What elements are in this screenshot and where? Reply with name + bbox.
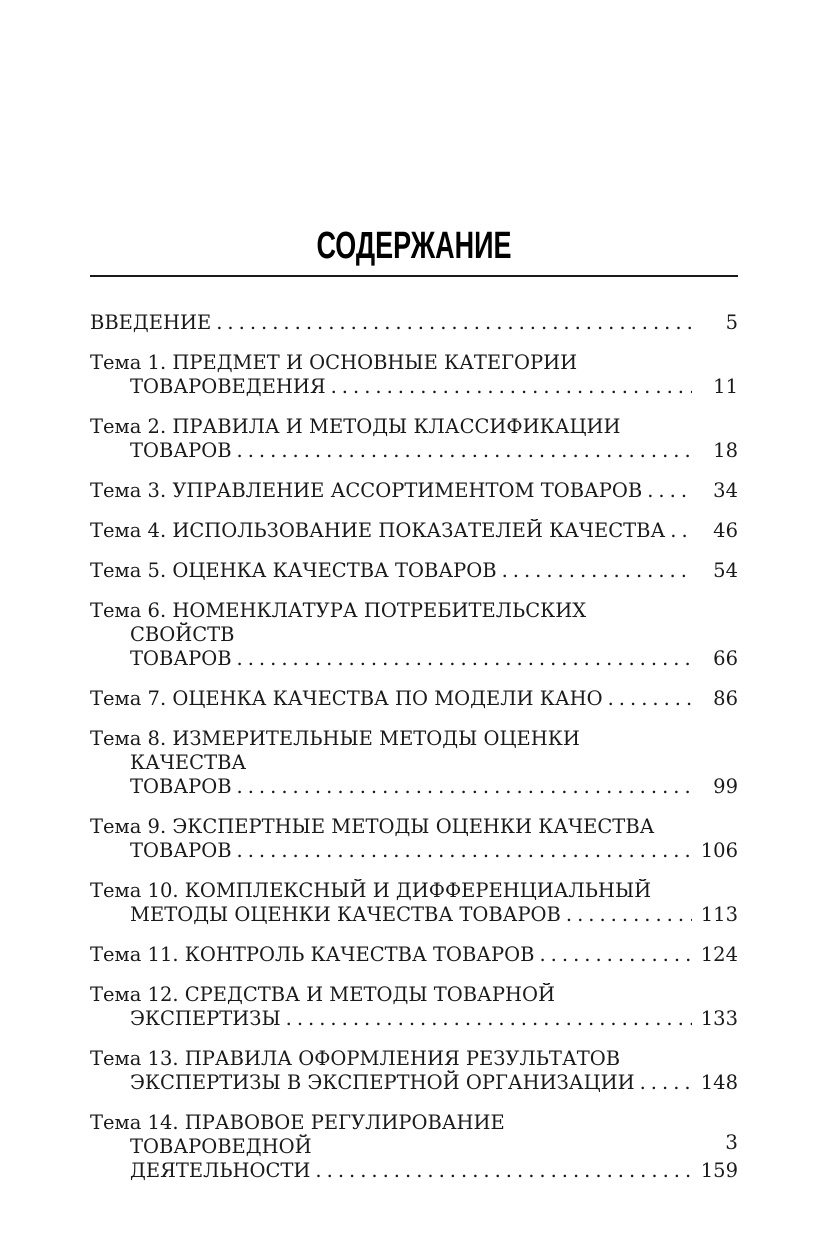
- toc-entry-text: Тема 3. УПРАВЛЕНИЕ АССОРТИМЕНТОМ ТОВАРОВ…: [90, 479, 692, 502]
- toc-entry-text: Тема 14. ПРАВОВОЕ РЕГУЛИРОВАНИЕ ТОВАРОВЕ…: [90, 1111, 692, 1182]
- toc-entry: Тема 6. НОМЕНКЛАТУРА ПОТРЕБИТЕЛЬСКИХ СВО…: [90, 599, 738, 671]
- toc-entry-text: Тема 7. ОЦЕНКА КАЧЕСТВА ПО МОДЕЛИ КАНО..…: [90, 687, 692, 710]
- toc-entry: Тема 12. СРЕДСТВА И МЕТОДЫ ТОВАРНОЙ ЭКСПЕ…: [90, 983, 738, 1031]
- toc-entry: Тема 9. ЭКСПЕРТНЫЕ МЕТОДЫ ОЦЕНКИ КАЧЕСТВ…: [90, 815, 738, 863]
- toc-entry-label: Тема 1. ПРЕДМЕТ И ОСНОВНЫЕ КАТЕГОРИИ ТОВА…: [90, 351, 578, 398]
- toc-entry-page: 106: [700, 839, 738, 862]
- toc-entry-label: Тема 7. ОЦЕНКА КАЧЕСТВА ПО МОДЕЛИ КАНО: [90, 687, 603, 710]
- toc-entry-page: 18: [713, 439, 738, 462]
- toc-entry: Тема 3. УПРАВЛЕНИЕ АССОРТИМЕНТОМ ТОВАРОВ…: [90, 479, 738, 503]
- toc-entry-label: Тема 3. УПРАВЛЕНИЕ АССОРТИМЕНТОМ ТОВАРОВ: [90, 479, 643, 502]
- toc-entry: Тема 2. ПРАВИЛА И МЕТОДЫ КЛАССИФИКАЦИИ ТО…: [90, 415, 738, 463]
- toc-entry-text: Тема 13. ПРАВИЛА ОФОРМЛЕНИЯ РЕЗУЛЬТАТОВ Э…: [90, 1047, 692, 1094]
- toc-entry-label: Тема 13. ПРАВИЛА ОФОРМЛЕНИЯ РЕЗУЛЬТАТОВ Э…: [90, 1047, 635, 1094]
- toc-entry-label: Тема 14. ПРАВОВОЕ РЕГУЛИРОВАНИЕ ТОВАРОВЕ…: [90, 1111, 505, 1182]
- toc-entry-page: 46: [713, 519, 738, 542]
- page-content: СОДЕРЖАНИЕ ВВЕДЕНИЕ.....................…: [0, 226, 828, 1183]
- toc-entry-page: 5: [725, 311, 738, 334]
- toc-entry-label: Тема 8. ИЗМЕРИТЕЛЬНЫЕ МЕТОДЫ ОЦЕНКИ КАЧЕ…: [90, 727, 580, 798]
- toc-entry: Тема 14. ПРАВОВОЕ РЕГУЛИРОВАНИЕ ТОВАРОВЕ…: [90, 1111, 738, 1183]
- toc-entry-label: Тема 10. КОМПЛЕКСНЫЙ И ДИФФЕРЕНЦИАЛЬНЫЙ М…: [90, 879, 652, 926]
- toc-entry-page: 124: [700, 943, 738, 966]
- toc-entry: Тема 8. ИЗМЕРИТЕЛЬНЫЕ МЕТОДЫ ОЦЕНКИ КАЧЕ…: [90, 727, 738, 799]
- toc-entry-page: 66: [713, 647, 738, 670]
- toc-entry-text: Тема 6. НОМЕНКЛАТУРА ПОТРЕБИТЕЛЬСКИХ СВО…: [90, 599, 692, 670]
- toc-entry-text: Тема 9. ЭКСПЕРТНЫЕ МЕТОДЫ ОЦЕНКИ КАЧЕСТВ…: [90, 815, 692, 862]
- toc-entry: Тема 11. КОНТРОЛЬ КАЧЕСТВА ТОВАРОВ......…: [90, 943, 738, 967]
- toc-entry-label: Тема 2. ПРАВИЛА И МЕТОДЫ КЛАССИФИКАЦИИ ТО…: [90, 415, 621, 462]
- toc-entry-text: Тема 5. ОЦЕНКА КАЧЕСТВА ТОВАРОВ.........…: [90, 559, 692, 582]
- toc-entry-page: 34: [713, 479, 738, 502]
- toc-entry-text: Тема 10. КОМПЛЕКСНЫЙ И ДИФФЕРЕНЦИАЛЬНЫЙ М…: [90, 879, 692, 926]
- toc-entry: Тема 7. ОЦЕНКА КАЧЕСТВА ПО МОДЕЛИ КАНО..…: [90, 687, 738, 711]
- page-number-folio: 3: [725, 1130, 738, 1154]
- toc-entry-label: Тема 6. НОМЕНКЛАТУРА ПОТРЕБИТЕЛЬСКИХ СВО…: [90, 599, 587, 670]
- toc-entry-page: 54: [713, 559, 738, 582]
- toc-entry-page: 133: [700, 1007, 738, 1030]
- toc-list: ВВЕДЕНИЕ................................…: [90, 311, 738, 1183]
- toc-entry-text: Тема 4. ИСПОЛЬЗОВАНИЕ ПОКАЗАТЕЛЕЙ КАЧЕСТ…: [90, 519, 692, 542]
- toc-entry-label: Тема 9. ЭКСПЕРТНЫЕ МЕТОДЫ ОЦЕНКИ КАЧЕСТВ…: [90, 815, 655, 862]
- toc-entry-text: Тема 12. СРЕДСТВА И МЕТОДЫ ТОВАРНОЙ ЭКСПЕ…: [90, 983, 692, 1030]
- toc-entry: Тема 1. ПРЕДМЕТ И ОСНОВНЫЕ КАТЕГОРИИ ТОВА…: [90, 351, 738, 399]
- toc-entry: Тема 10. КОМПЛЕКСНЫЙ И ДИФФЕРЕНЦИАЛЬНЫЙ М…: [90, 879, 738, 927]
- toc-entry-page: 148: [700, 1071, 738, 1094]
- toc-entry-text: Тема 2. ПРАВИЛА И МЕТОДЫ КЛАССИФИКАЦИИ ТО…: [90, 415, 692, 462]
- toc-entry-text: Тема 8. ИЗМЕРИТЕЛЬНЫЕ МЕТОДЫ ОЦЕНКИ КАЧЕ…: [90, 727, 692, 798]
- toc-entry-page: 159: [700, 1159, 738, 1182]
- toc-entry-label: ВВЕДЕНИЕ: [90, 311, 212, 334]
- toc-entry-text: Тема 11. КОНТРОЛЬ КАЧЕСТВА ТОВАРОВ......…: [90, 943, 692, 966]
- toc-entry-page: 11: [713, 375, 738, 398]
- toc-entry-text: Тема 1. ПРЕДМЕТ И ОСНОВНЫЕ КАТЕГОРИИ ТОВА…: [90, 351, 692, 398]
- page-title: СОДЕРЖАНИЕ: [316, 225, 512, 267]
- toc-entry-label: Тема 5. ОЦЕНКА КАЧЕСТВА ТОВАРОВ: [90, 559, 497, 582]
- toc-entry: Тема 13. ПРАВИЛА ОФОРМЛЕНИЯ РЕЗУЛЬТАТОВ Э…: [90, 1047, 738, 1095]
- toc-entry-label: Тема 11. КОНТРОЛЬ КАЧЕСТВА ТОВАРОВ: [90, 943, 535, 966]
- toc-entry-label: Тема 4. ИСПОЛЬЗОВАНИЕ ПОКАЗАТЕЛЕЙ КАЧЕСТ…: [90, 519, 666, 542]
- toc-entry-page: 113: [700, 903, 738, 926]
- toc-entry: Тема 4. ИСПОЛЬЗОВАНИЕ ПОКАЗАТЕЛЕЙ КАЧЕСТ…: [90, 519, 738, 543]
- toc-entry-page: 99: [713, 775, 738, 798]
- toc-entry: Тема 5. ОЦЕНКА КАЧЕСТВА ТОВАРОВ.........…: [90, 559, 738, 583]
- toc-entry: ВВЕДЕНИЕ................................…: [90, 311, 738, 335]
- title-rule-divider: [90, 275, 738, 277]
- toc-entry-label: Тема 12. СРЕДСТВА И МЕТОДЫ ТОВАРНОЙ ЭКСПЕ…: [90, 983, 555, 1030]
- toc-entry-text: ВВЕДЕНИЕ................................…: [90, 311, 692, 334]
- toc-entry-page: 86: [713, 687, 738, 710]
